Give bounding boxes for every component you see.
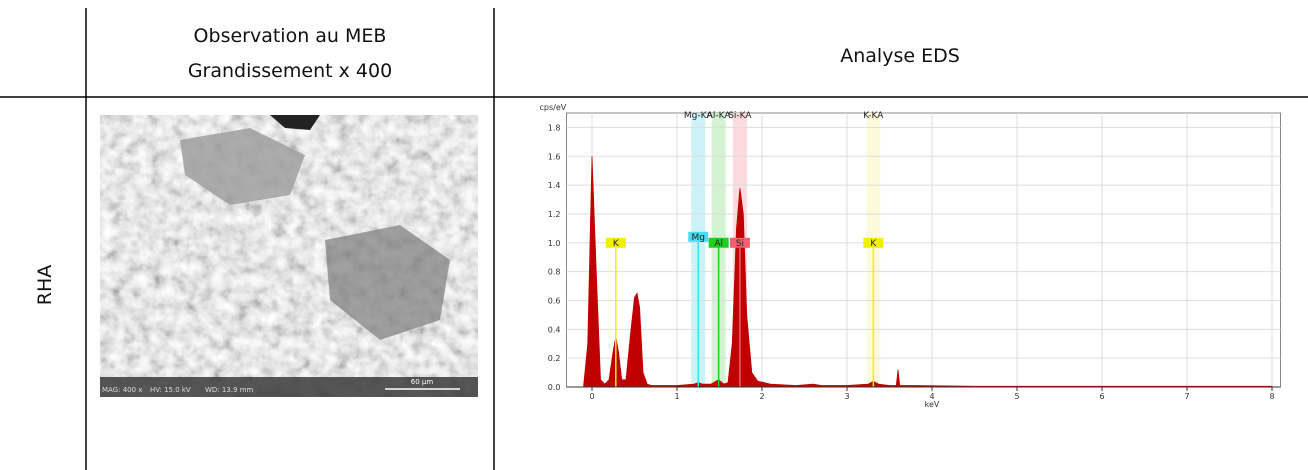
x-tick-label: 7: [1184, 392, 1189, 401]
y-tick-label: 1.4: [548, 181, 561, 190]
image-info: HV: 15.0 kV: [150, 386, 191, 394]
x-axis-label: keV: [925, 400, 940, 409]
y-axis-label: cps/eV: [540, 103, 567, 112]
row-label: RHA: [34, 265, 56, 306]
y-tick-label: 0.8: [548, 268, 561, 277]
plot-area: [567, 113, 1281, 387]
y-tick-label: 0.6: [548, 296, 561, 305]
y-tick-label: 0.0: [548, 383, 561, 392]
y-tick-label: 1.6: [548, 152, 561, 161]
image-info: WD: 13.9 mm: [205, 386, 254, 394]
band-label: K-KA: [863, 111, 884, 121]
header-text: Grandissement x 400: [188, 60, 392, 82]
element-label: Si: [736, 239, 744, 249]
x-tick-label: 1: [674, 392, 679, 401]
x-tick-label: 8: [1269, 392, 1274, 401]
element-label: Mg: [692, 233, 705, 243]
header-text: Analyse EDS: [840, 45, 960, 67]
x-tick-label: 5: [1014, 392, 1019, 401]
x-tick-label: 6: [1099, 392, 1104, 401]
y-tick-label: 1.0: [548, 239, 561, 248]
y-tick-label: 1.2: [548, 210, 561, 219]
header-text: Observation au MEB: [194, 25, 387, 47]
y-tick-label: 0.2: [548, 354, 561, 363]
page: Observation au MEB Grandissement x 400 A…: [0, 0, 1308, 470]
x-tick-label: 2: [759, 392, 764, 401]
x-tick-label: 0: [589, 392, 594, 401]
image-info: MAG: 400 x: [102, 386, 142, 394]
sem-image: [100, 115, 478, 397]
scale-bar-label: 60 µm: [411, 378, 434, 386]
x-tick-label: 3: [844, 392, 849, 401]
element-label: Al: [714, 239, 723, 249]
y-tick-label: 1.8: [548, 123, 561, 132]
band-label: Si-KA: [728, 111, 752, 121]
y-tick-label: 0.4: [548, 325, 561, 334]
